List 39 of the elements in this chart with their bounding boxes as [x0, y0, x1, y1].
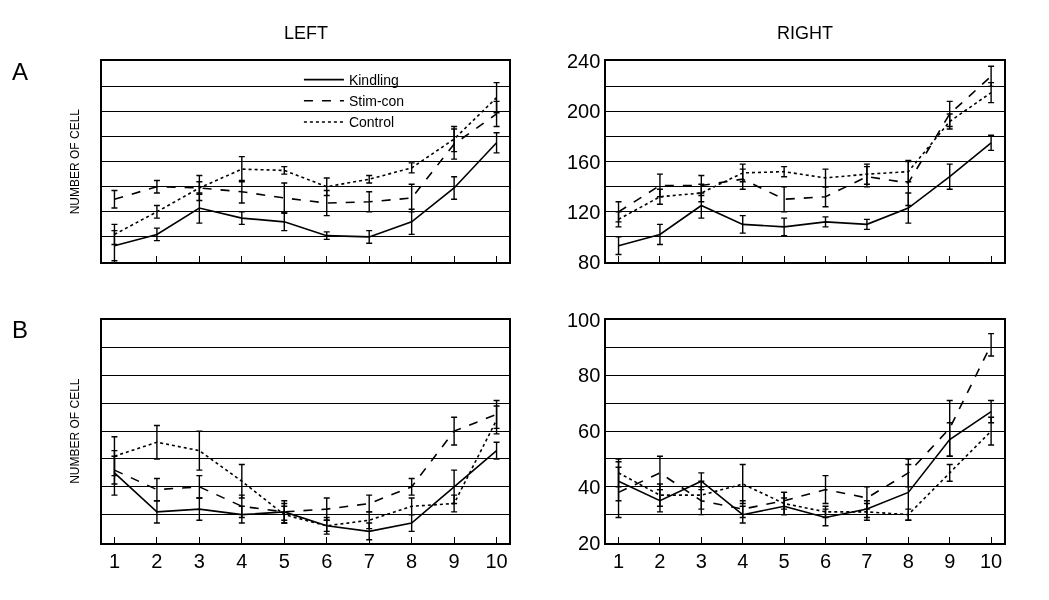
x-tick-label: 3	[193, 550, 205, 573]
x-tick-label: 8	[406, 550, 418, 573]
y-tick-label: 40	[578, 475, 601, 498]
x-tick-label: 7	[363, 550, 375, 573]
y-tick-label: 160	[566, 150, 601, 173]
y-tick-label: 60	[578, 420, 601, 443]
text: B	[12, 316, 29, 343]
x-tick-label: 8	[902, 550, 914, 573]
x-tick-label: 4	[236, 550, 248, 573]
y-tick-label: 120	[566, 200, 601, 223]
x-tick-label: 5	[278, 550, 290, 573]
legend-label: Control	[348, 114, 395, 131]
x-tick-label: 2	[654, 550, 666, 573]
x-tick-label: 5	[778, 550, 790, 573]
chart-title: RIGHT	[777, 23, 833, 43]
chart-title: LEFT	[284, 23, 329, 43]
x-tick-label: 1	[612, 550, 625, 573]
y-tick-label: 200	[566, 100, 601, 123]
y-tick-label: 240	[566, 50, 601, 73]
y-axis-title: NUMBER OF CELL	[67, 378, 82, 484]
x-tick-label: 6	[819, 550, 832, 573]
legend-label: Stim-con	[348, 93, 405, 110]
x-tick-label: 3	[695, 550, 707, 573]
text: A	[12, 58, 29, 85]
x-tick-label: 7	[861, 550, 873, 573]
y-tick-label: 80	[578, 251, 601, 273]
x-tick-label: 1	[108, 550, 121, 573]
y-tick-label: 20	[578, 531, 601, 554]
x-tick-label: 10	[979, 550, 1003, 573]
x-tick-label: 2	[151, 550, 163, 573]
x-tick-label: 9	[944, 550, 956, 573]
y-tick-label: 100	[566, 308, 601, 331]
y-tick-label: 80	[578, 364, 601, 387]
x-tick-label: 4	[737, 550, 749, 573]
y-axis-title: NUMBER OF CELL	[67, 108, 82, 215]
legend-label: Kindling	[348, 72, 399, 89]
x-tick-label: 6	[321, 550, 333, 573]
x-tick-label: 10	[485, 550, 508, 573]
x-tick-label: 9	[448, 550, 460, 573]
